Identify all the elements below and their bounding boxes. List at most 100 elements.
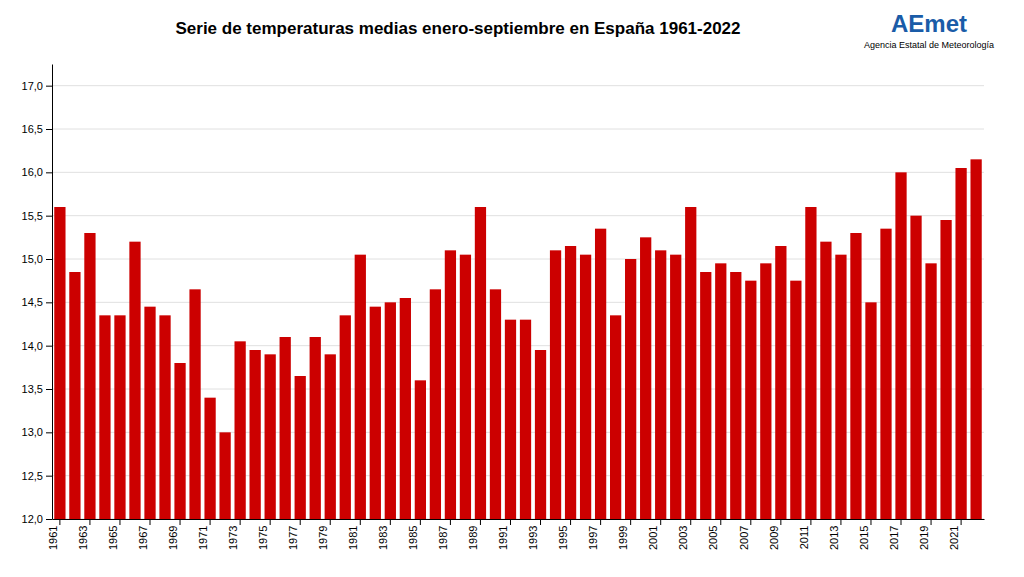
x-tick-label: 2019 — [918, 526, 930, 550]
x-tick-mark — [510, 519, 511, 525]
x-tick: 2019 — [918, 519, 931, 550]
x-tick-label: 1979 — [317, 526, 329, 550]
bar — [850, 233, 861, 519]
x-tick: 1961 — [47, 519, 60, 550]
bar — [475, 207, 486, 519]
bar — [54, 207, 65, 519]
plot: 12,012,513,013,514,014,515,015,516,016,5… — [22, 65, 985, 551]
x-tick-label: 1973 — [227, 526, 239, 550]
bar — [700, 272, 711, 519]
x-tick-label: 1977 — [287, 526, 299, 550]
y-tick-mark — [46, 216, 52, 217]
annotation: Agencia Estatal de Meteorología — [864, 40, 994, 50]
x-tick: 1975 — [257, 519, 270, 550]
x-tick-label: 1991 — [497, 526, 509, 550]
bar — [865, 302, 876, 519]
x-tick-mark — [630, 519, 631, 525]
x-tick-mark — [180, 519, 181, 525]
x-tick-mark — [240, 519, 241, 525]
x-tick-label: 1983 — [377, 526, 389, 550]
y-tick-label: 17,0 — [22, 80, 43, 92]
x-tick: 1989 — [467, 519, 480, 550]
bar — [595, 229, 606, 519]
x-tick-label: 2015 — [858, 526, 870, 550]
x-tick-label: 1997 — [587, 526, 599, 550]
bar — [835, 255, 846, 519]
y-tick-label: 14,0 — [22, 340, 43, 352]
bar — [84, 233, 95, 519]
bar — [310, 337, 321, 519]
y-tick-label: 14,5 — [22, 296, 43, 308]
bar — [610, 315, 621, 519]
bar — [535, 350, 546, 519]
annotations: AEmetAgencia Estatal de Meteorología — [864, 10, 994, 50]
x-tick-label: 2007 — [738, 526, 750, 550]
bar — [895, 172, 906, 519]
bar — [400, 298, 411, 519]
x-tick-mark — [450, 519, 451, 525]
x-tick: 2005 — [707, 519, 720, 550]
y-tick: 17,0 — [22, 80, 52, 92]
y-axis: 12,012,513,013,514,014,515,015,516,016,5… — [22, 65, 53, 526]
x-tick-mark — [780, 519, 781, 525]
x-tick-mark — [961, 519, 962, 525]
x-tick: 2015 — [858, 519, 871, 550]
x-tick-mark — [540, 519, 541, 525]
bar — [280, 337, 291, 519]
bar — [250, 350, 261, 519]
y-tick: 12,5 — [22, 470, 52, 482]
x-tick-mark — [840, 519, 841, 525]
bar — [325, 354, 336, 519]
bar — [625, 259, 636, 519]
x-tick: 1973 — [227, 519, 240, 550]
x-axis: 1961196319651967196919711973197519771979… — [47, 519, 985, 550]
x-tick: 1977 — [287, 519, 300, 550]
x-tick-label: 1967 — [137, 526, 149, 550]
bar — [370, 307, 381, 519]
x-tick: 1981 — [347, 519, 360, 550]
bar — [820, 242, 831, 519]
x-tick: 2017 — [888, 519, 901, 550]
bar — [685, 207, 696, 519]
x-tick-label: 1965 — [107, 526, 119, 550]
x-tick-mark — [150, 519, 151, 525]
bar — [580, 255, 591, 519]
x-tick-mark — [660, 519, 661, 525]
bar — [189, 289, 200, 519]
x-tick-mark — [690, 519, 691, 525]
y-tick-label: 13,5 — [22, 383, 43, 395]
x-tick-label: 1987 — [437, 526, 449, 550]
x-tick: 1991 — [497, 519, 510, 550]
bar — [940, 220, 951, 519]
x-tick: 1963 — [77, 519, 90, 550]
bar — [670, 255, 681, 519]
y-tick-mark — [46, 259, 52, 260]
x-tick: 2011 — [798, 519, 811, 549]
bar — [129, 242, 140, 519]
y-tick-mark — [46, 389, 52, 390]
y-tick: 16,0 — [22, 166, 52, 178]
x-tick-mark — [390, 519, 391, 525]
x-tick-mark — [210, 519, 211, 525]
y-tick-label: 16,0 — [22, 166, 43, 178]
bar — [174, 363, 185, 519]
y-tick: 13,5 — [22, 383, 52, 395]
y-tick-mark — [46, 432, 52, 433]
x-tick: 2001 — [647, 519, 660, 550]
bar — [295, 376, 306, 519]
bar — [144, 307, 155, 519]
bars — [54, 159, 981, 519]
x-axis-line — [53, 519, 985, 520]
x-tick-mark — [931, 519, 932, 525]
x-tick-mark — [119, 519, 120, 525]
x-tick: 2013 — [828, 519, 841, 550]
y-tick: 15,0 — [22, 253, 52, 265]
bar — [715, 263, 726, 519]
x-tick-mark — [330, 519, 331, 525]
x-tick-mark — [270, 519, 271, 525]
bar — [730, 272, 741, 519]
bar — [265, 354, 276, 519]
bar — [159, 315, 170, 519]
grid-line — [52, 172, 984, 173]
y-tick-mark — [46, 519, 52, 520]
